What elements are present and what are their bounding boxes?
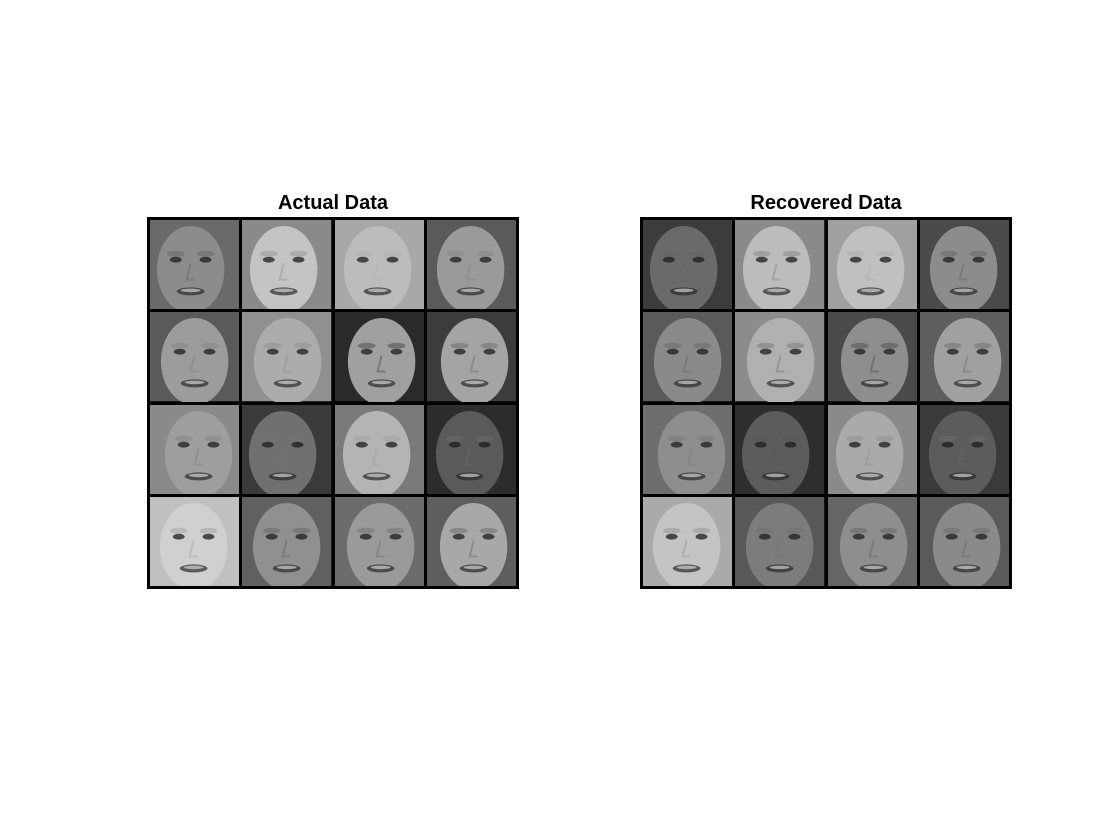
actual-data-panel: Actual Data <box>147 191 519 591</box>
face-thumbnail <box>150 404 240 494</box>
face-thumbnail <box>827 404 917 494</box>
face-thumbnail <box>426 496 516 586</box>
recovered-data-panel: Recovered Data <box>640 191 1012 591</box>
face-thumbnail <box>426 220 516 310</box>
face-thumbnail <box>334 220 424 310</box>
panel-title: Actual Data <box>277 192 389 214</box>
face-thumbnail <box>426 312 516 402</box>
face-thumbnail <box>735 312 825 402</box>
face-thumbnail <box>334 312 424 402</box>
face-thumbnail <box>919 312 1009 402</box>
face-thumbnail <box>919 404 1009 494</box>
face-grid <box>640 217 1012 589</box>
face-thumbnail <box>735 404 825 494</box>
face-thumbnail <box>827 312 917 402</box>
face-thumbnail <box>735 220 825 310</box>
face-thumbnail <box>150 312 240 402</box>
face-thumbnail <box>334 404 424 494</box>
face-thumbnail <box>643 312 733 402</box>
face-thumbnail <box>150 220 240 310</box>
face-thumbnail <box>827 496 917 586</box>
face-thumbnail <box>735 496 825 586</box>
face-grid <box>147 217 519 589</box>
face-thumbnail <box>242 312 332 402</box>
face-thumbnail <box>919 220 1009 310</box>
face-thumbnail <box>150 496 240 586</box>
panel-title: Recovered Data <box>750 192 902 214</box>
face-thumbnail <box>242 496 332 586</box>
face-thumbnail <box>334 496 424 586</box>
face-thumbnail <box>242 220 332 310</box>
face-thumbnail <box>643 220 733 310</box>
face-thumbnail <box>643 496 733 586</box>
face-thumbnail <box>242 404 332 494</box>
face-thumbnail <box>643 404 733 494</box>
face-thumbnail <box>919 496 1009 586</box>
face-thumbnail <box>426 404 516 494</box>
face-thumbnail <box>827 220 917 310</box>
